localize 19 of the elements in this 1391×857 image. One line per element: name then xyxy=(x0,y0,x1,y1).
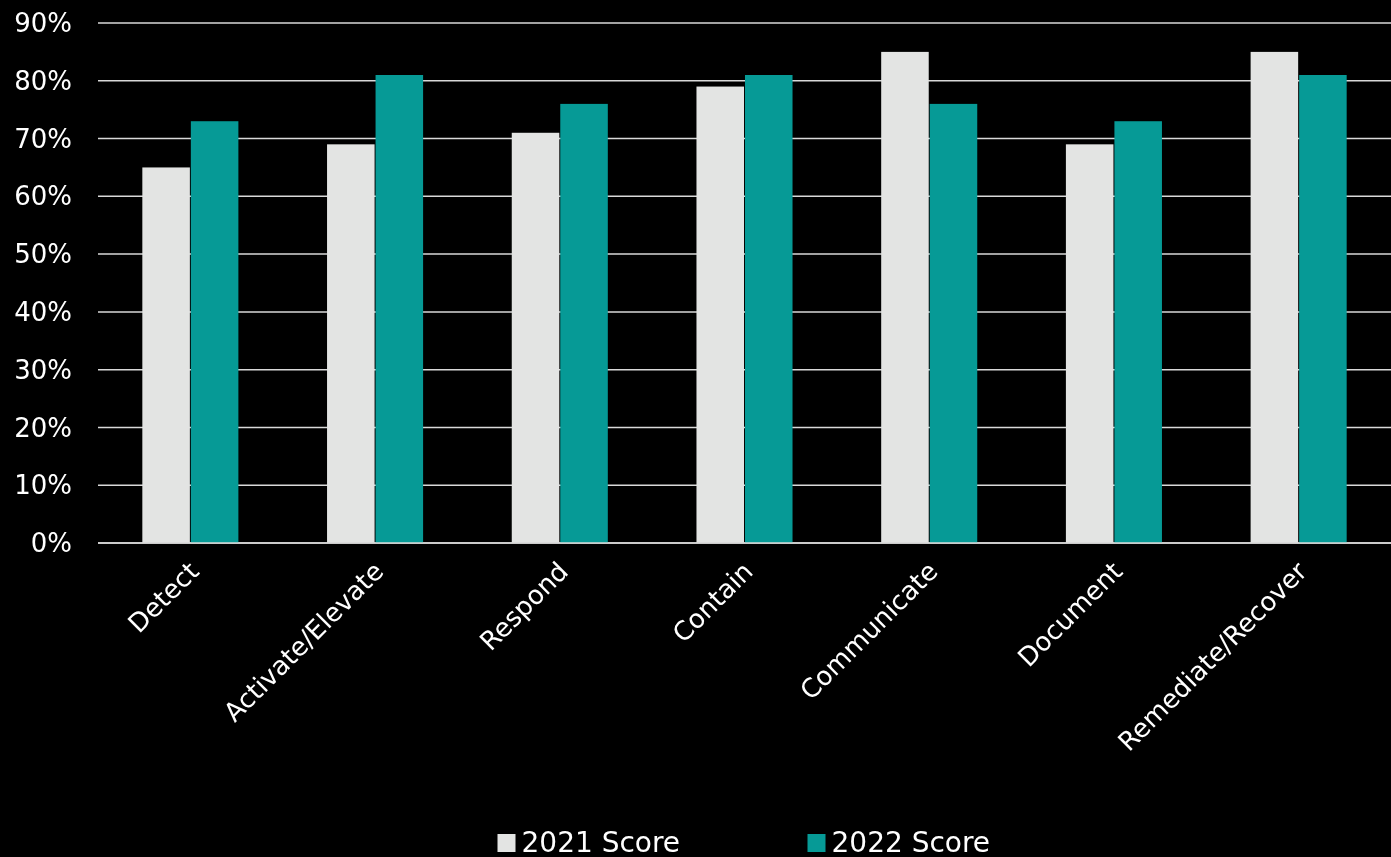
bar xyxy=(929,103,978,543)
y-tick-label: 70% xyxy=(14,123,72,154)
y-tick-label: 20% xyxy=(14,412,72,443)
y-tick-label: 40% xyxy=(14,296,72,327)
bar xyxy=(375,75,424,543)
y-tick-label: 90% xyxy=(14,8,72,39)
y-tick-label: 30% xyxy=(14,354,72,385)
y-tick-label: 50% xyxy=(14,239,72,270)
bar xyxy=(1299,75,1347,543)
bar xyxy=(744,75,793,543)
y-tick-label: 60% xyxy=(14,181,72,212)
legend-label: 2021 Score xyxy=(521,826,681,857)
y-tick-label: 10% xyxy=(14,470,72,501)
legend-label: 2022 Score xyxy=(831,826,991,857)
bar xyxy=(190,121,239,543)
bar xyxy=(560,103,608,543)
y-tick-label: 0% xyxy=(30,528,72,559)
y-tick-label: 80% xyxy=(14,65,72,96)
bar xyxy=(1114,121,1162,543)
